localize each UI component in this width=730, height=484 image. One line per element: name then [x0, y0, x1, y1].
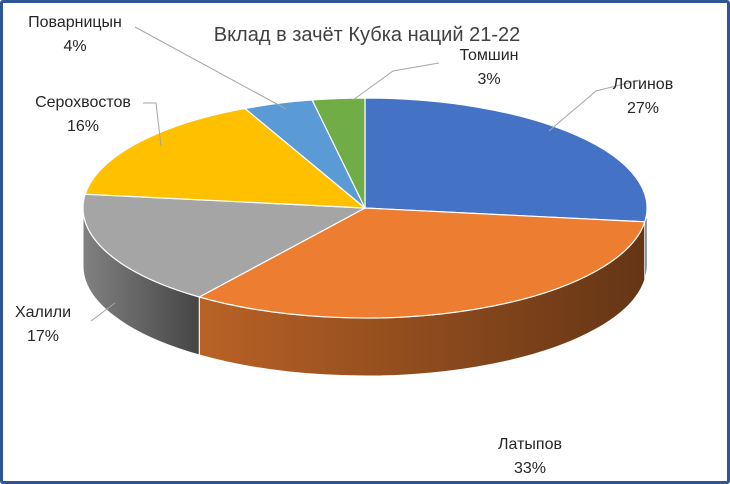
slice-value-1: 33%: [514, 460, 546, 477]
pie-slice-1: [197, 207, 646, 319]
leader-line-0: [548, 79, 641, 132]
slice-name-4: Поварницын: [28, 14, 122, 31]
pie-chart: Логинов 27% Латыпов 33% Халили 17% Серохвостов…: [15, 14, 673, 477]
slice-name-2: Халили: [15, 304, 71, 321]
leader-line-5: [352, 62, 440, 101]
slice-name-5: Томшин: [459, 47, 518, 64]
slice-name-3: Серохвостов: [35, 94, 131, 111]
slice-name-0: Логинов: [613, 76, 673, 93]
pie-slice-2: [82, 193, 368, 298]
slice-value-4: 4%: [63, 38, 86, 55]
pie-tops: [82, 97, 648, 319]
pie-slice-3: [84, 107, 367, 209]
leader-line-2: [90, 302, 116, 322]
pie-slice-0: [364, 97, 648, 223]
leader-lines: [90, 26, 641, 322]
data-labels: Логинов 27% Латыпов 33% Халили 17% Серохвостов…: [15, 14, 673, 477]
pie-slice-5: [311, 97, 366, 209]
slice-value-3: 16%: [67, 118, 99, 135]
chart-title: Вклад в зачёт Кубка наций 21-22: [214, 24, 521, 46]
slice-value-0: 27%: [627, 100, 659, 117]
slice-value-2: 17%: [27, 328, 59, 345]
slice-value-5: 3%: [477, 71, 500, 88]
slice-name-1: Латыпов: [498, 436, 562, 453]
leader-line-4: [134, 26, 287, 110]
leader-line-3: [143, 102, 162, 147]
